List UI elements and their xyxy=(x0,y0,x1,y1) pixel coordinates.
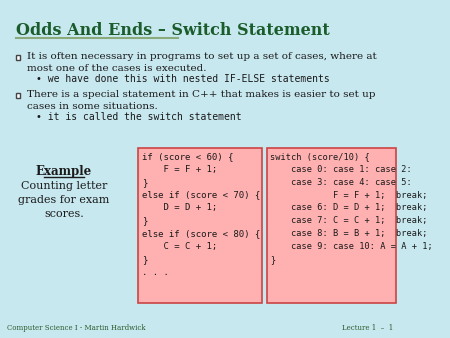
Bar xyxy=(16,93,20,97)
Text: It is often necessary in programs to set up a set of cases, where at
most one of: It is often necessary in programs to set… xyxy=(27,52,377,73)
Text: Example: Example xyxy=(36,165,92,178)
Text: Computer Science I - Martin Hardwick: Computer Science I - Martin Hardwick xyxy=(7,324,146,332)
Bar xyxy=(16,54,20,59)
Text: Counting letter
grades for exam
scores.: Counting letter grades for exam scores. xyxy=(18,181,110,219)
Text: if (score < 60) {
    F = F + 1;
}
else if (score < 70) {
    D = D + 1;
}
else : if (score < 60) { F = F + 1; } else if (… xyxy=(142,152,261,276)
Text: Odds And Ends – Switch Statement: Odds And Ends – Switch Statement xyxy=(16,22,330,39)
FancyBboxPatch shape xyxy=(138,148,262,303)
Text: • it is called the switch statement: • it is called the switch statement xyxy=(36,112,241,122)
FancyBboxPatch shape xyxy=(267,148,396,303)
Text: There is a special statement in C++ that makes is easier to set up
cases in some: There is a special statement in C++ that… xyxy=(27,90,375,111)
Text: • we have done this with nested IF-ELSE statements: • we have done this with nested IF-ELSE … xyxy=(36,74,329,84)
Text: Lecture 1  –  1: Lecture 1 – 1 xyxy=(342,324,393,332)
Text: switch (score/10) {
    case 0: case 1: case 2:
    case 3: case 4: case 5:
    : switch (score/10) { case 0: case 1: case… xyxy=(270,152,433,264)
